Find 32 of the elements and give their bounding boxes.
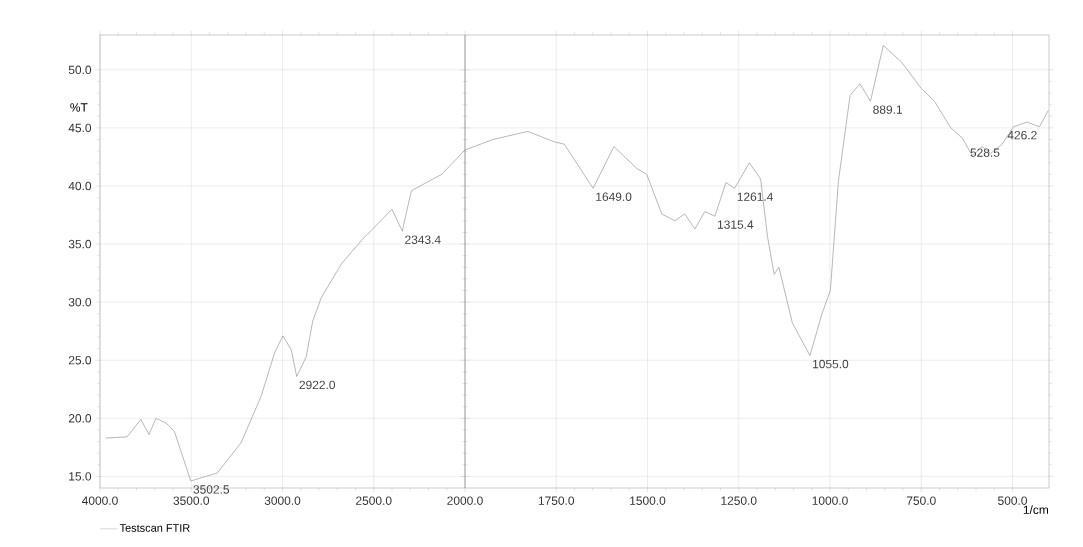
annotation: 1315.4 bbox=[717, 220, 754, 229]
y-axis-title: %T bbox=[70, 103, 88, 112]
annotation: 3502.5 bbox=[193, 485, 230, 494]
y-tick-label: 20.0 bbox=[68, 414, 92, 423]
y-tick-label: 40.0 bbox=[68, 181, 92, 191]
y-tick-label: 15.0 bbox=[69, 472, 92, 481]
y-tick-label: 25.0 bbox=[68, 356, 92, 365]
y-tick-label: 30.0 bbox=[68, 297, 92, 307]
annotation: 2922.0 bbox=[299, 380, 336, 390]
annotation: 528.5 bbox=[970, 148, 1000, 157]
x-tick-label: 3000.0 bbox=[264, 496, 301, 505]
x-tick-label: 3500.0 bbox=[173, 496, 210, 505]
annotation: 1649.0 bbox=[596, 192, 632, 201]
annotation: 426.2 bbox=[1007, 130, 1037, 140]
x-tick-label: 2500.0 bbox=[356, 496, 392, 505]
x-tick-label: 500.0 bbox=[998, 496, 1027, 505]
x-tick-label: 1000.0 bbox=[812, 496, 848, 505]
x-axis-title: 1/cm bbox=[1023, 505, 1049, 514]
x-tick-label: 1750.0 bbox=[538, 496, 575, 505]
x-tick-label: 4000.0 bbox=[81, 496, 118, 505]
annotation: 1055.0 bbox=[813, 359, 849, 369]
x-tick-label: 1500.0 bbox=[630, 496, 666, 505]
y-tick-label: 35.0 bbox=[68, 239, 92, 249]
annotation: 1261.4 bbox=[737, 192, 773, 201]
x-tick-label: 750.0 bbox=[906, 496, 936, 505]
y-tick-label: 45.0 bbox=[68, 123, 92, 133]
legend-label: Testscan FTIR bbox=[119, 524, 190, 532]
annotation: 889.1 bbox=[873, 105, 903, 114]
annotation: 2343.4 bbox=[405, 235, 441, 244]
y-tick-label: 50.0 bbox=[68, 65, 92, 75]
x-tick-label: 1250.0 bbox=[721, 496, 757, 505]
x-tick-label: 2000.0 bbox=[447, 496, 483, 505]
